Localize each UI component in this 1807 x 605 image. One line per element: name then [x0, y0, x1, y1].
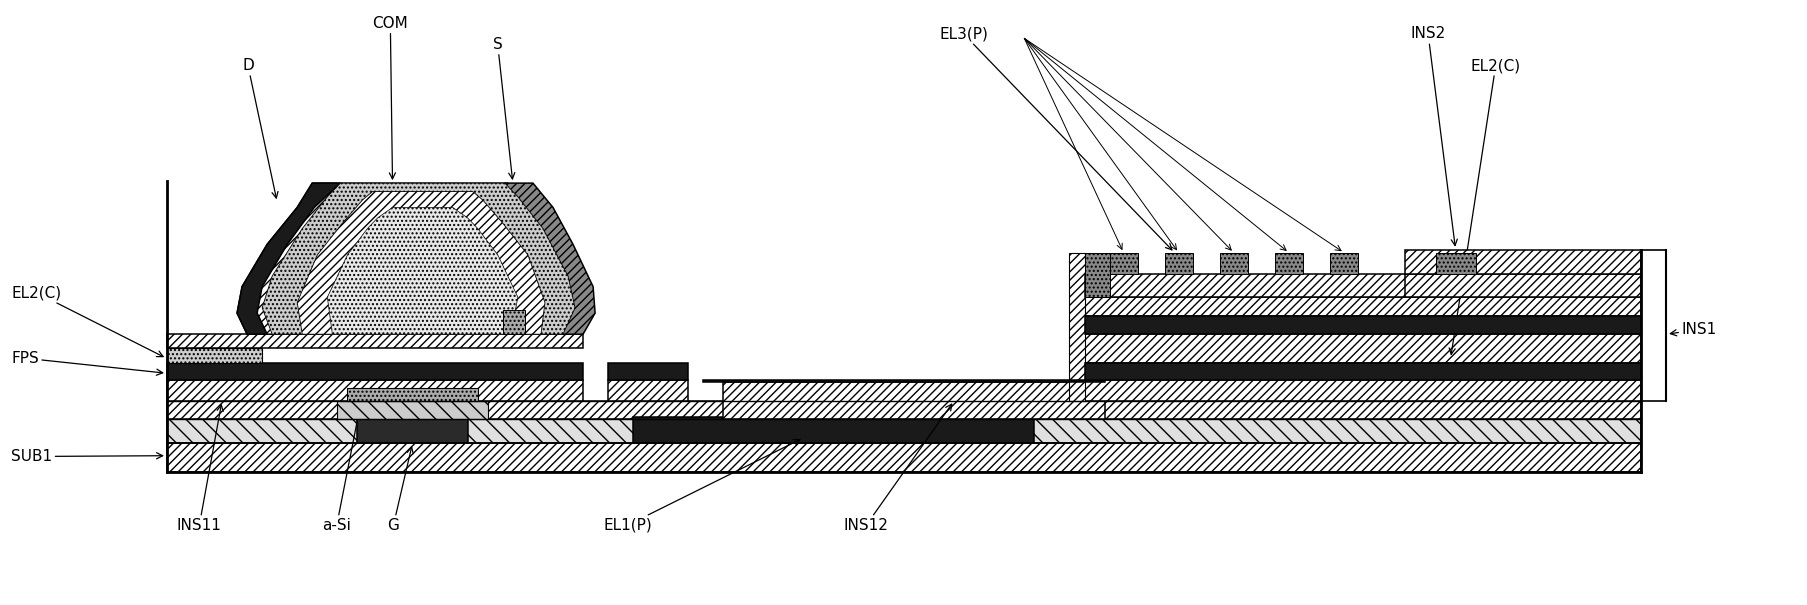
- Polygon shape: [1084, 253, 1109, 297]
- Polygon shape: [1084, 363, 1641, 379]
- Polygon shape: [327, 208, 517, 334]
- Polygon shape: [166, 334, 582, 348]
- Polygon shape: [358, 419, 468, 443]
- Polygon shape: [237, 183, 340, 334]
- Polygon shape: [166, 443, 1641, 471]
- Polygon shape: [1109, 253, 1137, 274]
- Text: S: S: [493, 37, 515, 179]
- Polygon shape: [632, 417, 1034, 443]
- Polygon shape: [607, 363, 688, 379]
- Text: INS11: INS11: [177, 405, 222, 532]
- Polygon shape: [1274, 253, 1303, 274]
- Polygon shape: [1404, 250, 1641, 274]
- Polygon shape: [166, 363, 582, 379]
- Text: FPS: FPS: [11, 351, 163, 375]
- Polygon shape: [338, 401, 488, 419]
- Polygon shape: [723, 382, 1104, 419]
- Polygon shape: [166, 401, 1641, 419]
- Polygon shape: [1330, 253, 1357, 274]
- Polygon shape: [296, 192, 544, 334]
- Polygon shape: [703, 379, 1104, 382]
- Polygon shape: [166, 348, 262, 363]
- Polygon shape: [1435, 253, 1475, 274]
- Polygon shape: [166, 379, 582, 401]
- Text: a-Si: a-Si: [322, 399, 363, 532]
- Polygon shape: [1084, 274, 1415, 297]
- Polygon shape: [347, 388, 477, 401]
- Text: EL2(C): EL2(C): [11, 285, 163, 356]
- Polygon shape: [482, 183, 595, 334]
- Polygon shape: [166, 419, 1641, 443]
- Polygon shape: [1220, 253, 1247, 274]
- Polygon shape: [262, 183, 575, 334]
- Text: EL1(P): EL1(P): [604, 440, 799, 532]
- Polygon shape: [1084, 297, 1641, 316]
- Text: INS12: INS12: [844, 404, 950, 532]
- Polygon shape: [1404, 274, 1641, 297]
- Polygon shape: [237, 183, 573, 334]
- Text: INS2: INS2: [1409, 27, 1456, 246]
- Text: D: D: [242, 58, 278, 198]
- Text: EL2(C): EL2(C): [1449, 58, 1520, 355]
- Polygon shape: [1070, 253, 1084, 401]
- Polygon shape: [502, 310, 524, 334]
- Text: SUB1: SUB1: [11, 449, 163, 464]
- Text: EL3(P): EL3(P): [938, 27, 1171, 250]
- Text: COM: COM: [372, 16, 408, 179]
- Text: INS1: INS1: [1670, 322, 1715, 337]
- Polygon shape: [1084, 316, 1641, 334]
- Polygon shape: [607, 379, 688, 401]
- Text: G: G: [387, 447, 414, 532]
- Polygon shape: [1084, 334, 1641, 363]
- Polygon shape: [1164, 253, 1193, 274]
- Polygon shape: [1084, 379, 1641, 401]
